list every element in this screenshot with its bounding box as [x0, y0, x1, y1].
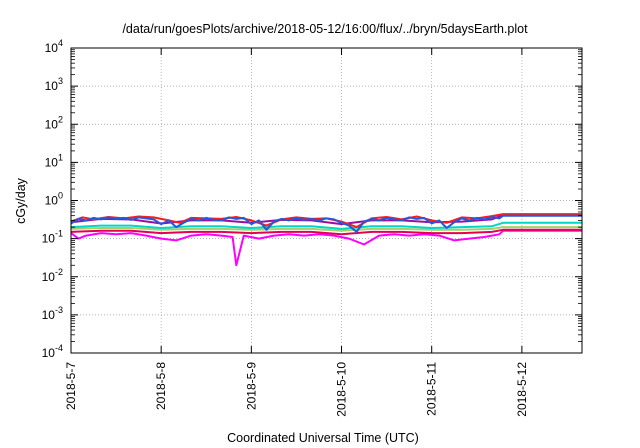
x-tick-label: 2018-5-10	[335, 362, 349, 417]
x-tick-label: 2018-5-12	[515, 362, 529, 417]
series-layer	[70, 213, 582, 267]
tick-marks	[70, 47, 582, 354]
x-axis-label: Coordinated Universal Time (UTC)	[227, 431, 419, 445]
x-tick-label: 2018-5-11	[425, 362, 439, 416]
y-tick-label: 102	[45, 114, 63, 131]
series-line-1	[70, 229, 582, 267]
y-tick-label: 100	[45, 191, 63, 208]
x-tick-label: 2018-5-7	[64, 362, 78, 410]
y-tick-label: 104	[45, 38, 63, 55]
series-line-6	[70, 213, 582, 229]
y-axis-label: cGy/day	[14, 177, 28, 224]
series-line-5	[70, 213, 582, 226]
series-line-7	[70, 214, 582, 233]
y-tick-label: 103	[45, 76, 63, 93]
y-tick-label: 10-1	[42, 229, 63, 246]
y-tick-label: 10-4	[42, 343, 63, 360]
y-tick-label: 10-3	[42, 305, 63, 322]
y-tick-labels: 10-4 10-3 10-2 10-1 100 101 102 103 104	[42, 38, 63, 360]
chart-title: /data/run/goesPlots/archive/2018-05-12/1…	[122, 22, 528, 36]
gridlines	[71, 48, 582, 353]
series-line-4	[70, 221, 582, 230]
series-line-3	[70, 226, 582, 232]
y-tick-label: 101	[45, 152, 63, 169]
x-tick-label: 2018-5-8	[154, 362, 168, 410]
x-tick-labels: 2018-5-7 2018-5-8 2018-5-9 2018-5-10 2018-5-…	[64, 362, 529, 417]
x-tick-label: 2018-5-9	[244, 362, 258, 410]
y-tick-label: 10-2	[42, 267, 63, 284]
series-line-2	[70, 228, 582, 236]
